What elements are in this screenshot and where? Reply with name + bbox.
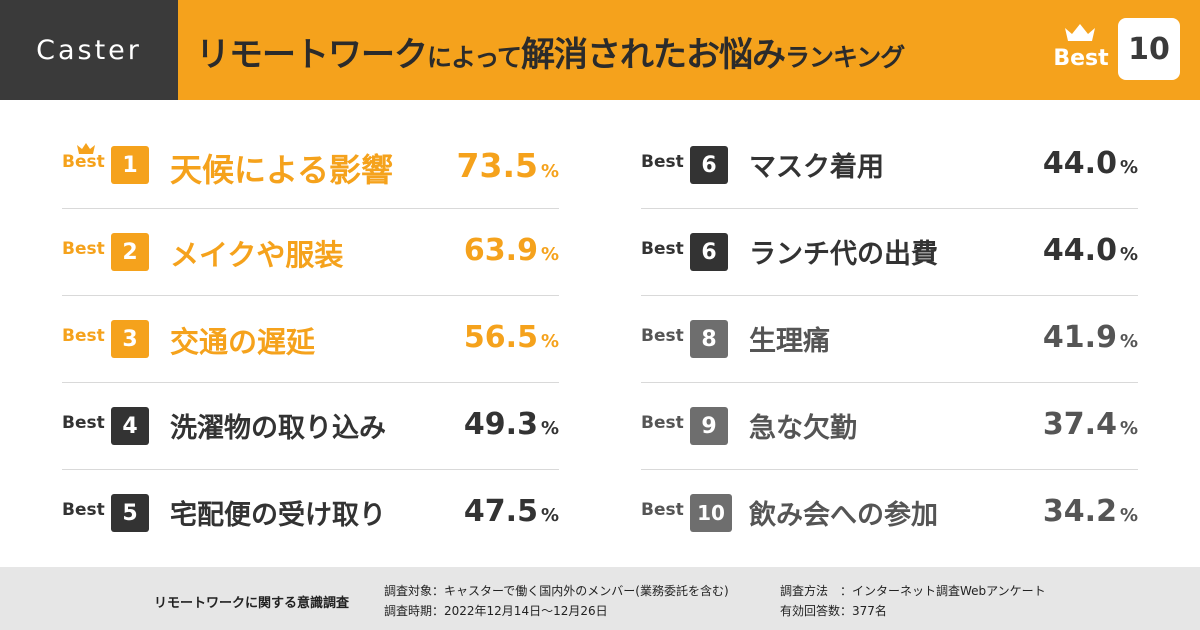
title-part-2: によって (427, 43, 522, 72)
header-banner: Caster リモートワークによって解消されたお悩みランキング Best 10 (0, 0, 1200, 100)
ranking-column-right: Best 6 マスク着用 44.0% Best 6 ランチ代の出費 44.0% … (641, 122, 1138, 556)
reason-label: マスク着用 (749, 152, 884, 183)
percentage: 44.0% (1042, 233, 1138, 268)
reason-label: 宅配便の受け取り (170, 500, 386, 531)
percentage: 34.2% (1042, 494, 1138, 529)
reason-label: 交通の遅延 (170, 325, 316, 359)
survey-responses: 有効回答数：377名 (780, 604, 887, 618)
header-best-label: Best (1051, 22, 1111, 78)
percentage: 37.4% (1042, 407, 1138, 442)
rank-badge: 8 (690, 320, 728, 358)
title-part-3: 解消されたお悩み (521, 35, 786, 75)
best-label: Best (62, 413, 105, 433)
best-label: Best (62, 326, 105, 346)
percentage: 47.5% (463, 494, 559, 529)
ranking-row-5: Best 5 宅配便の受け取り 47.5% (62, 470, 559, 556)
ranking-row-8: Best 8 生理痛 41.9% (641, 296, 1138, 383)
rank-badge: 9 (690, 407, 728, 445)
best-label: Best (641, 239, 684, 259)
rank-badge: 1 (111, 146, 149, 184)
rank-badge: 10 (690, 494, 732, 532)
crown-icon (77, 143, 95, 154)
rank-badge: 2 (111, 233, 149, 271)
title-part-4: ランキング (785, 43, 905, 72)
ranking-row-3: Best 3 交通の遅延 56.5% (62, 296, 559, 383)
survey-footer: リモートワークに関する意識調査 調査対象：キャスターで働く国内外のメンバー(業務… (0, 567, 1200, 630)
page-title: リモートワークによって解消されたお悩みランキング (196, 27, 905, 76)
reason-label: 洗濯物の取り込み (170, 413, 386, 444)
survey-name: リモートワークに関する意識調査 (154, 596, 350, 611)
reason-label: 飲み会への参加 (749, 500, 938, 531)
header-best-number: 10 (1118, 18, 1180, 80)
percentage: 56.5% (463, 320, 559, 355)
ranking-row-6b: Best 6 ランチ代の出費 44.0% (641, 209, 1138, 296)
rank-badge: 4 (111, 407, 149, 445)
best-label: Best (62, 500, 105, 520)
percentage: 49.3% (463, 407, 559, 442)
survey-period: 調査時期：2022年12月14日～12月26日 (384, 604, 608, 618)
best-label: Best (641, 413, 684, 433)
ranking-row-2: Best 2 メイクや服装 63.9% (62, 209, 559, 296)
ranking-row-4: Best 4 洗濯物の取り込み 49.3% (62, 383, 559, 470)
rank-badge: 5 (111, 494, 149, 532)
survey-method: 調査方法 ：インターネット調査Webアンケート (780, 584, 1046, 598)
title-bar: リモートワークによって解消されたお悩みランキング Best 10 (178, 0, 1200, 100)
crown-icon (1065, 24, 1095, 41)
best-label: Best (62, 152, 105, 172)
rank-badge: 3 (111, 320, 149, 358)
percentage: 44.0% (1042, 146, 1138, 181)
reason-label: メイクや服装 (170, 238, 344, 272)
percentage: 63.9% (463, 233, 559, 268)
best-label: Best (641, 326, 684, 346)
percentage: 73.5% (456, 146, 559, 185)
survey-target: 調査対象：キャスターで働く国内外のメンバー(業務委託を含む) (384, 584, 729, 598)
best-label: Best (62, 239, 105, 259)
rank-badge: 6 (690, 146, 728, 184)
best-label: Best (641, 152, 684, 172)
brand-logo: Caster (0, 0, 178, 100)
reason-label: 急な欠勤 (749, 413, 857, 444)
ranking-row-9: Best 9 急な欠勤 37.4% (641, 383, 1138, 470)
title-part-1: リモートワーク (196, 35, 428, 75)
ranking-row-6a: Best 6 マスク着用 44.0% (641, 122, 1138, 209)
ranking-column-left: Best 1 天候による影響 73.5% Best 2 メイクや服装 63.9%… (62, 122, 559, 556)
best-label: Best (641, 500, 684, 520)
ranking-row-1: Best 1 天候による影響 73.5% (62, 122, 559, 209)
percentage: 41.9% (1042, 320, 1138, 355)
reason-label: 生理痛 (749, 326, 830, 357)
reason-label: 天候による影響 (170, 151, 394, 189)
reason-label: ランチ代の出費 (749, 239, 938, 270)
ranking-row-10: Best 10 飲み会への参加 34.2% (641, 470, 1138, 556)
header-best-word: Best (1053, 46, 1109, 71)
rank-badge: 6 (690, 233, 728, 271)
